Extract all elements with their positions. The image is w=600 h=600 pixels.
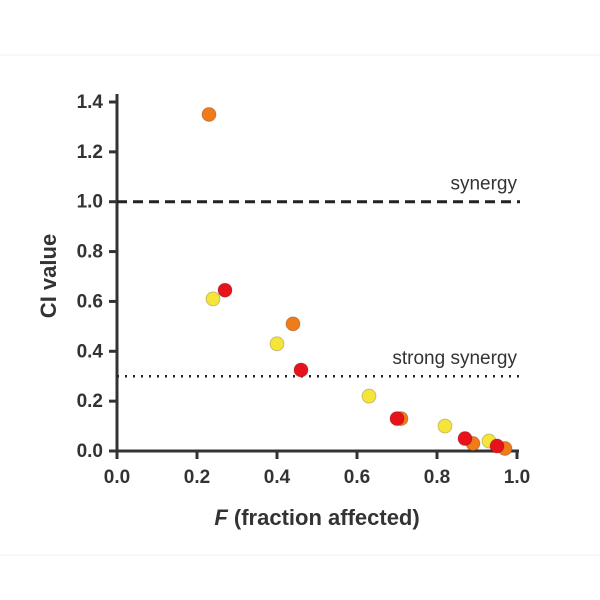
y-tick-label: 0.2: [77, 391, 103, 412]
y-tick-label: 0.8: [77, 242, 103, 263]
x-tick-label: 0.0: [104, 467, 130, 488]
x-tick-label: 0.2: [184, 467, 210, 488]
point: [489, 438, 505, 454]
x-axis-text: (fraction affected): [234, 505, 420, 530]
x-tick-label: 0.4: [264, 467, 291, 488]
y-axis-title: CI value: [36, 234, 61, 318]
y-tick-label: 1.2: [77, 142, 103, 163]
y-tick-label: 0.6: [77, 291, 103, 312]
x-tick-label: 0.8: [424, 467, 450, 488]
point: [201, 106, 217, 122]
point: [293, 362, 309, 378]
x-tick-label: 0.6: [344, 467, 370, 488]
y-tick-label: 0.4: [77, 341, 104, 362]
y-tick-label: 0.0: [77, 441, 103, 462]
point: [361, 388, 377, 404]
point: [205, 291, 221, 307]
point: [217, 282, 233, 298]
y-tick-label: 1.0: [77, 192, 103, 213]
reference-label: strong synergy: [392, 348, 517, 369]
point: [389, 411, 405, 427]
x-tick-label: 1.0: [504, 467, 530, 488]
point: [437, 418, 453, 434]
x-axis-title: F (fraction affected): [214, 505, 419, 530]
point: [285, 316, 301, 332]
point: [457, 431, 473, 447]
y-tick-label: 1.4: [77, 92, 104, 113]
x-axis-variable: F: [214, 505, 228, 530]
reference-label: synergy: [450, 174, 517, 195]
point: [269, 336, 285, 352]
